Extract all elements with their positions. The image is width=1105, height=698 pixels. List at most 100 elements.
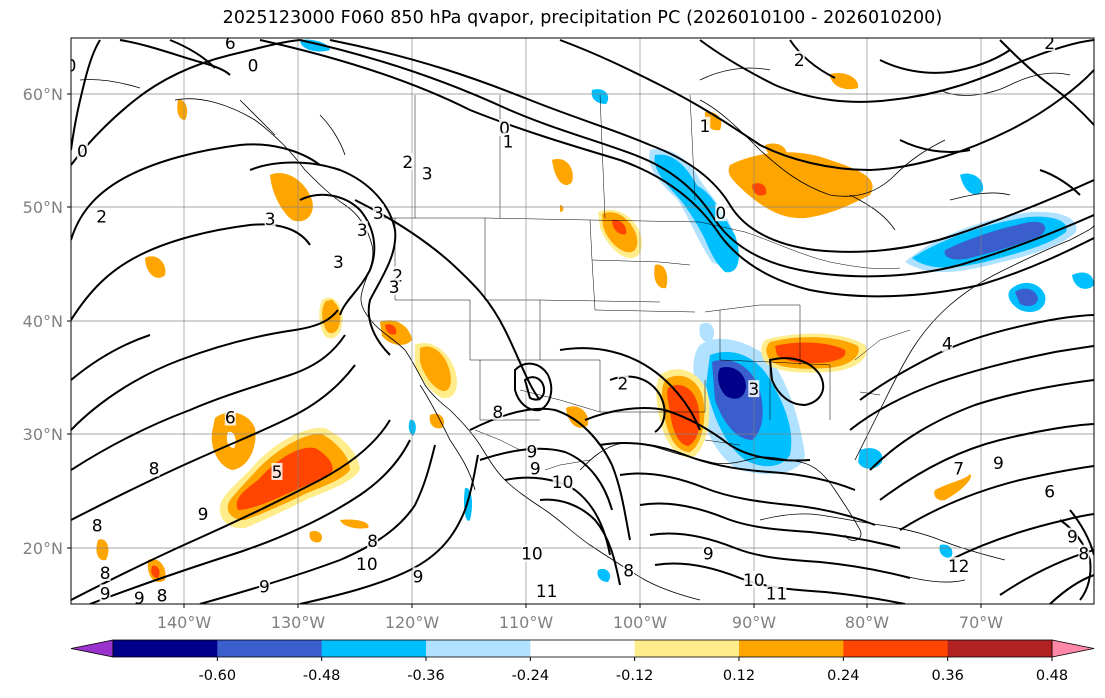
contour-label-bg bbox=[71, 56, 77, 74]
lon-label: 140°W bbox=[157, 613, 212, 632]
colorbar-tick-label: -0.24 bbox=[512, 668, 550, 684]
contour-label: 9 bbox=[134, 589, 145, 609]
contour-label: 1 bbox=[503, 133, 514, 153]
precip-positive-region bbox=[309, 530, 323, 543]
contour-label: 8 bbox=[92, 516, 103, 536]
precip-positive-region bbox=[654, 264, 668, 289]
precip-positive-region bbox=[236, 447, 333, 510]
contour-label: 9 bbox=[993, 454, 1004, 474]
precip-negative-region bbox=[944, 221, 1046, 260]
contour-label: 8 bbox=[157, 587, 168, 607]
contour-label: 0 bbox=[715, 204, 726, 224]
colorbar: -0.60 -0.48 -0.36 -0.24 -0.12 0.12 0.24 0.36 0.4… bbox=[70, 639, 1095, 684]
qvapor-contours bbox=[71, 39, 1094, 604]
contour-label-bg bbox=[332, 252, 344, 270]
precip-positive-region bbox=[752, 183, 767, 196]
colorbar-tick-label: -0.36 bbox=[407, 668, 445, 684]
contour-label-bg bbox=[1044, 38, 1056, 51]
contour-label: 12 bbox=[948, 557, 970, 577]
precip-positive-region bbox=[429, 413, 445, 429]
precip-positive-region bbox=[151, 565, 160, 578]
graticule bbox=[71, 38, 1094, 604]
colorbar-tick-label: -0.60 bbox=[199, 668, 237, 684]
contour-label: 10 bbox=[356, 555, 378, 575]
precip-positive-region bbox=[270, 172, 313, 222]
precip-negative-region bbox=[699, 322, 715, 342]
colorbar-swatch bbox=[843, 640, 949, 657]
contour-label: 3 bbox=[748, 380, 759, 400]
precip-positive-region bbox=[96, 539, 109, 561]
contour-label-bg bbox=[948, 557, 969, 575]
precip-positive-region bbox=[340, 519, 369, 529]
precip-positive-region bbox=[667, 384, 700, 446]
precip-positive-region bbox=[385, 324, 397, 335]
contour-label: 2 bbox=[794, 51, 805, 71]
contour-label: 6 bbox=[1044, 482, 1055, 502]
contour-label-bg bbox=[356, 554, 377, 572]
contour-label: 9 bbox=[526, 443, 537, 463]
contour-label-bg bbox=[412, 567, 424, 585]
contour-label: 9 bbox=[703, 545, 714, 565]
contour-label: 8 bbox=[1078, 545, 1089, 565]
lon-label: 80°W bbox=[845, 613, 889, 632]
contour-label: 3 bbox=[373, 204, 384, 224]
contour-label-bg bbox=[91, 516, 103, 534]
contour-label: 9 bbox=[259, 578, 270, 598]
contour-label-bg bbox=[133, 588, 145, 604]
contour-label-bg bbox=[536, 582, 557, 600]
contour-label: 8 bbox=[623, 562, 634, 582]
colorbar-swatch bbox=[634, 640, 740, 657]
lon-label: 120°W bbox=[385, 613, 440, 632]
contour-label: 0 bbox=[66, 57, 77, 77]
contour-label-bg bbox=[197, 504, 209, 522]
contour-label: 3 bbox=[333, 253, 344, 273]
contour-label-bg bbox=[388, 277, 400, 295]
contour-label: 5 bbox=[272, 463, 283, 483]
contour-label: 11 bbox=[536, 582, 558, 602]
lon-label: 70°W bbox=[959, 613, 1003, 632]
contour-label-bg bbox=[748, 380, 760, 398]
precip-negative-region bbox=[597, 568, 611, 582]
contour-label-bg bbox=[941, 334, 953, 352]
colorbar-swatch bbox=[113, 640, 218, 657]
contour-label: 8 bbox=[492, 403, 503, 423]
contour-label: 7 bbox=[953, 460, 964, 480]
contour-label: 3 bbox=[265, 210, 276, 230]
contour-label: 1 bbox=[699, 117, 710, 137]
precip-positive-region bbox=[145, 256, 166, 278]
contour-label-bg bbox=[356, 221, 368, 239]
contour-label: 4 bbox=[942, 335, 953, 355]
contour-label: 2 bbox=[618, 374, 629, 394]
precip-negative-region bbox=[1015, 288, 1038, 306]
contour-label: 3 bbox=[357, 221, 368, 241]
contour-label-bg bbox=[552, 473, 573, 491]
lon-label: 110°W bbox=[499, 613, 554, 632]
precip-negative-region bbox=[718, 366, 746, 399]
contour-label-bg bbox=[617, 374, 629, 392]
precip-positive-region bbox=[330, 299, 335, 308]
colorbar-extend-max bbox=[1051, 639, 1095, 658]
precip-positive-region bbox=[934, 474, 971, 501]
contour-label-bg bbox=[402, 153, 414, 171]
contour-label-bg bbox=[148, 459, 160, 477]
contour-label-bg bbox=[766, 584, 787, 602]
contour-label-bg bbox=[392, 266, 404, 284]
contour-label-bg bbox=[699, 116, 711, 134]
contour-label-bg bbox=[529, 459, 541, 477]
contour-label: 2 bbox=[392, 267, 403, 287]
contour-label-bg bbox=[793, 50, 805, 68]
contour-label-bg bbox=[1078, 544, 1090, 562]
colorbar-tick-label: 0.36 bbox=[932, 668, 964, 684]
contour-label: 8 bbox=[367, 532, 378, 552]
contour-label: 9 bbox=[198, 505, 209, 525]
contour-label: 3 bbox=[422, 164, 433, 184]
precip-positive-region bbox=[552, 158, 573, 186]
contour-label: 2 bbox=[402, 153, 413, 173]
contour-label: 2 bbox=[96, 208, 107, 228]
contour-label-bg bbox=[743, 570, 764, 588]
contour-label-bg bbox=[715, 204, 727, 222]
colorbar-tick-label: -0.12 bbox=[616, 668, 654, 684]
colorbar-swatch bbox=[739, 640, 844, 657]
